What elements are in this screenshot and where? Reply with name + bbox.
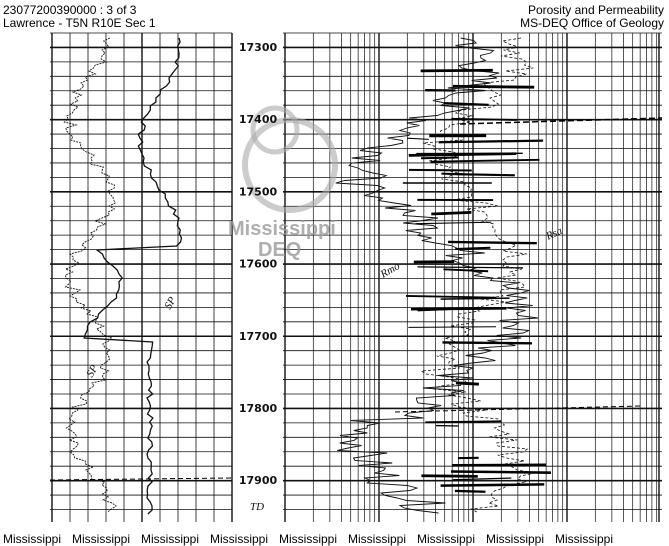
spike bbox=[443, 268, 489, 273]
spike bbox=[421, 474, 478, 478]
spike bbox=[451, 172, 515, 177]
spike bbox=[452, 477, 512, 481]
spike bbox=[431, 211, 472, 216]
spike bbox=[451, 117, 517, 121]
footer-label: Mississippi bbox=[486, 532, 544, 546]
well-id: 23077200390000 : 3 of 3 bbox=[3, 3, 137, 17]
footer-label: Mississippi bbox=[348, 532, 406, 546]
spike bbox=[408, 168, 472, 172]
footer-label: Mississippi bbox=[417, 532, 475, 546]
spike bbox=[420, 68, 493, 73]
depth-label: 17900 bbox=[239, 474, 278, 487]
footer-label: Mississippi bbox=[72, 532, 130, 546]
footer-label: Mississippi bbox=[210, 532, 268, 546]
depth-label: 17600 bbox=[239, 258, 278, 271]
spike bbox=[440, 297, 510, 300]
spike bbox=[451, 470, 552, 474]
log-curve bbox=[63, 37, 117, 513]
watermark-ring bbox=[242, 117, 338, 213]
spike bbox=[448, 240, 537, 245]
spike bbox=[438, 139, 544, 144]
footer-label: Mississippi bbox=[3, 532, 61, 546]
log-texts: 23077200390000 : 3 of 3 Lawrence - T5N R… bbox=[3, 3, 664, 546]
location: Lawrence - T5N R10E Sec 1 bbox=[3, 16, 156, 30]
spike bbox=[425, 420, 502, 424]
dash-line bbox=[459, 117, 663, 125]
spike bbox=[415, 221, 492, 225]
td-note: TD bbox=[250, 501, 264, 513]
watermark-ring bbox=[250, 105, 300, 155]
spike bbox=[408, 326, 497, 328]
depth-label: 17400 bbox=[239, 113, 278, 126]
watermark: DEQ bbox=[258, 239, 301, 261]
spike bbox=[455, 246, 491, 250]
sp-note: SP bbox=[162, 295, 179, 312]
spike bbox=[405, 295, 497, 299]
footer-label: Mississippi bbox=[141, 532, 199, 546]
dash-line bbox=[394, 405, 641, 413]
spike bbox=[430, 158, 540, 163]
footer-label: Mississippi bbox=[279, 532, 337, 546]
footer-label: Mississippi bbox=[555, 532, 613, 546]
spike bbox=[410, 307, 507, 311]
spike bbox=[455, 381, 480, 386]
log-curve bbox=[83, 37, 183, 515]
log-curves bbox=[49, 37, 663, 515]
spike bbox=[453, 84, 535, 89]
depth-label: 17800 bbox=[239, 402, 278, 415]
depth-label: 17700 bbox=[239, 330, 278, 343]
watermark: Mississippi bbox=[228, 218, 336, 240]
spike bbox=[420, 156, 459, 160]
spike bbox=[442, 341, 533, 345]
spike bbox=[440, 483, 545, 487]
spike bbox=[407, 137, 429, 140]
dash-line bbox=[49, 477, 233, 481]
spike bbox=[443, 101, 489, 106]
spike bbox=[417, 266, 524, 269]
source: MS-DEQ Office of Geology bbox=[520, 16, 664, 30]
log-type: Porosity and Permeability bbox=[528, 3, 664, 17]
depth-label: 17300 bbox=[239, 41, 278, 54]
log-curve bbox=[335, 37, 539, 514]
sp-note: SP bbox=[84, 363, 101, 380]
spike bbox=[454, 489, 486, 493]
depth-label: 17500 bbox=[239, 185, 278, 198]
